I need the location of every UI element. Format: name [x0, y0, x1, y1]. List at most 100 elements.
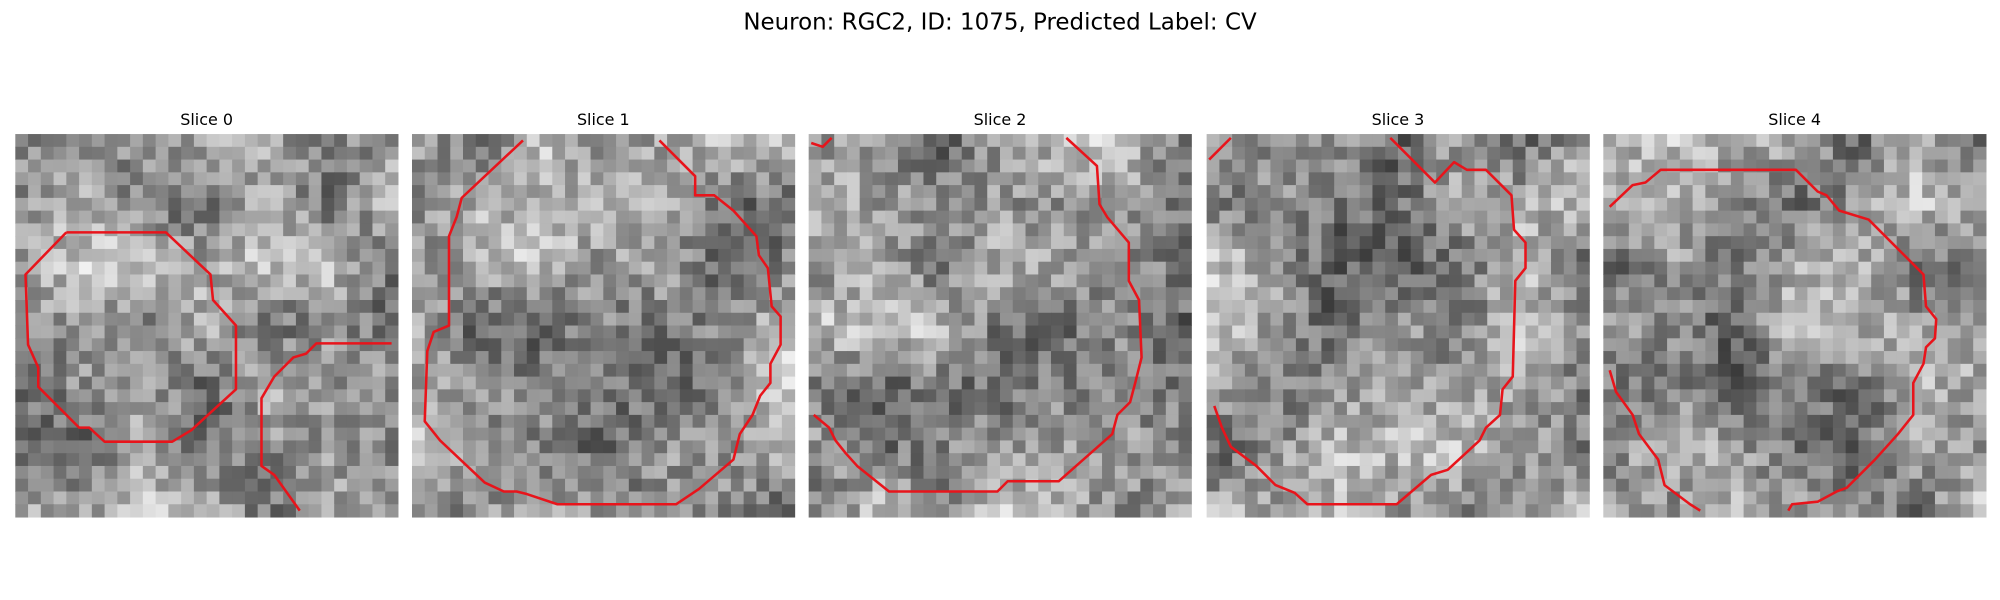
pixel — [859, 261, 873, 275]
pixel — [1089, 351, 1103, 365]
pixel — [1769, 478, 1783, 492]
pixel — [526, 197, 541, 212]
pixel — [679, 261, 694, 275]
pixel — [1334, 248, 1348, 263]
pixel — [1063, 363, 1078, 378]
pixel — [987, 261, 1001, 275]
pixel — [1346, 159, 1361, 173]
pixel — [53, 159, 67, 173]
pixel — [501, 491, 515, 505]
pixel — [79, 274, 93, 288]
pixel — [1973, 146, 1987, 161]
pixel — [66, 185, 80, 199]
pixel — [1012, 312, 1027, 327]
pixel — [1140, 414, 1154, 429]
pixel — [1461, 478, 1475, 492]
contour — [810, 136, 833, 149]
pixel — [936, 325, 950, 339]
pixel — [654, 427, 668, 441]
pixel — [1359, 210, 1373, 224]
pixel — [1705, 300, 1719, 314]
pixel — [385, 478, 399, 492]
pixel — [283, 440, 297, 454]
pixel — [1525, 210, 1539, 224]
pixel — [1244, 248, 1259, 263]
pixel — [961, 440, 976, 454]
pixel — [705, 223, 719, 237]
pixel — [1705, 453, 1719, 467]
pixel — [15, 491, 29, 505]
pixel — [1563, 210, 1578, 224]
pixel — [679, 338, 694, 352]
pixel — [743, 312, 757, 327]
pixel — [1973, 440, 1987, 454]
pixel — [1512, 491, 1527, 505]
pixel — [1359, 146, 1373, 161]
pixel — [295, 504, 310, 518]
pixel — [1960, 261, 1974, 275]
pixel — [346, 172, 361, 186]
pixel — [142, 197, 157, 212]
pixel — [450, 504, 464, 518]
pixel — [1654, 376, 1668, 390]
pixel — [1232, 363, 1246, 378]
pixel — [897, 236, 912, 250]
pixel — [53, 504, 67, 518]
pixel — [1845, 351, 1859, 365]
pixel — [859, 159, 873, 173]
pixel — [808, 300, 822, 314]
pixel — [1692, 197, 1706, 212]
pixel — [1616, 338, 1630, 352]
pixel — [834, 491, 848, 505]
pixel — [1334, 453, 1348, 467]
pixel — [1346, 172, 1361, 186]
pixel — [974, 325, 988, 339]
pixel — [1206, 491, 1220, 505]
pixel — [1487, 453, 1501, 467]
pixel — [1025, 185, 1039, 199]
pixel — [155, 159, 169, 173]
pixel — [1448, 223, 1463, 237]
pixel — [53, 172, 67, 186]
pixel — [974, 478, 988, 492]
pixel — [552, 504, 566, 518]
pixel — [1845, 504, 1859, 518]
pixel — [1038, 440, 1052, 454]
pixel — [834, 236, 848, 250]
pixel — [1896, 325, 1910, 339]
pixel — [885, 236, 899, 250]
pixel — [628, 159, 643, 173]
pixel — [1679, 363, 1694, 378]
pixel — [1934, 363, 1949, 378]
pixel — [372, 376, 386, 390]
pixel — [730, 389, 745, 403]
pixel — [756, 414, 770, 429]
pixel — [346, 210, 361, 224]
pixel — [577, 312, 592, 327]
pixel — [1960, 402, 1974, 416]
pixel — [692, 223, 706, 237]
pixel — [526, 376, 541, 390]
pixel — [1934, 351, 1949, 365]
pixel — [692, 402, 706, 416]
pixel — [1934, 440, 1949, 454]
pixel — [321, 159, 335, 173]
pixel — [1807, 402, 1821, 416]
pixel — [1308, 465, 1322, 480]
pixel — [1896, 223, 1910, 237]
pixel — [257, 504, 271, 518]
pixel — [359, 465, 373, 480]
pixel — [334, 465, 348, 480]
contour — [812, 136, 1143, 493]
pixel — [475, 248, 490, 263]
pixel — [475, 414, 490, 429]
pixel — [1321, 146, 1335, 161]
pixel — [450, 146, 464, 161]
pixel — [641, 440, 655, 454]
pixel — [1794, 465, 1808, 480]
pixel — [346, 440, 361, 454]
pixel — [295, 427, 310, 441]
pixel — [66, 427, 80, 441]
pixel — [219, 402, 233, 416]
pixel — [1232, 236, 1246, 250]
